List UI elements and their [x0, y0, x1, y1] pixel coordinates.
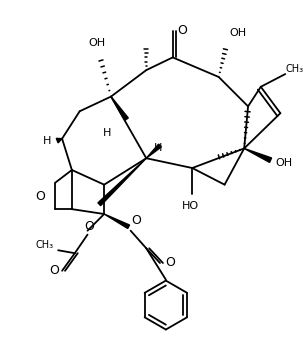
Text: OH: OH — [276, 158, 293, 168]
Polygon shape — [146, 144, 161, 158]
Text: O: O — [165, 257, 175, 269]
Text: H: H — [154, 143, 162, 153]
Text: O: O — [177, 24, 187, 38]
Text: OH: OH — [230, 28, 247, 38]
Text: O: O — [35, 190, 46, 203]
Text: CH₃: CH₃ — [286, 64, 304, 74]
Text: O: O — [132, 214, 141, 227]
Text: O: O — [49, 264, 59, 277]
Text: CH₃: CH₃ — [35, 240, 54, 250]
Polygon shape — [98, 158, 146, 206]
Polygon shape — [244, 148, 272, 163]
Text: HO: HO — [182, 201, 199, 211]
Text: H: H — [43, 136, 52, 146]
Polygon shape — [111, 97, 128, 120]
Polygon shape — [56, 138, 62, 143]
Text: H: H — [103, 128, 111, 138]
Text: OH: OH — [89, 38, 106, 48]
Text: O: O — [84, 220, 95, 233]
Polygon shape — [104, 214, 129, 228]
